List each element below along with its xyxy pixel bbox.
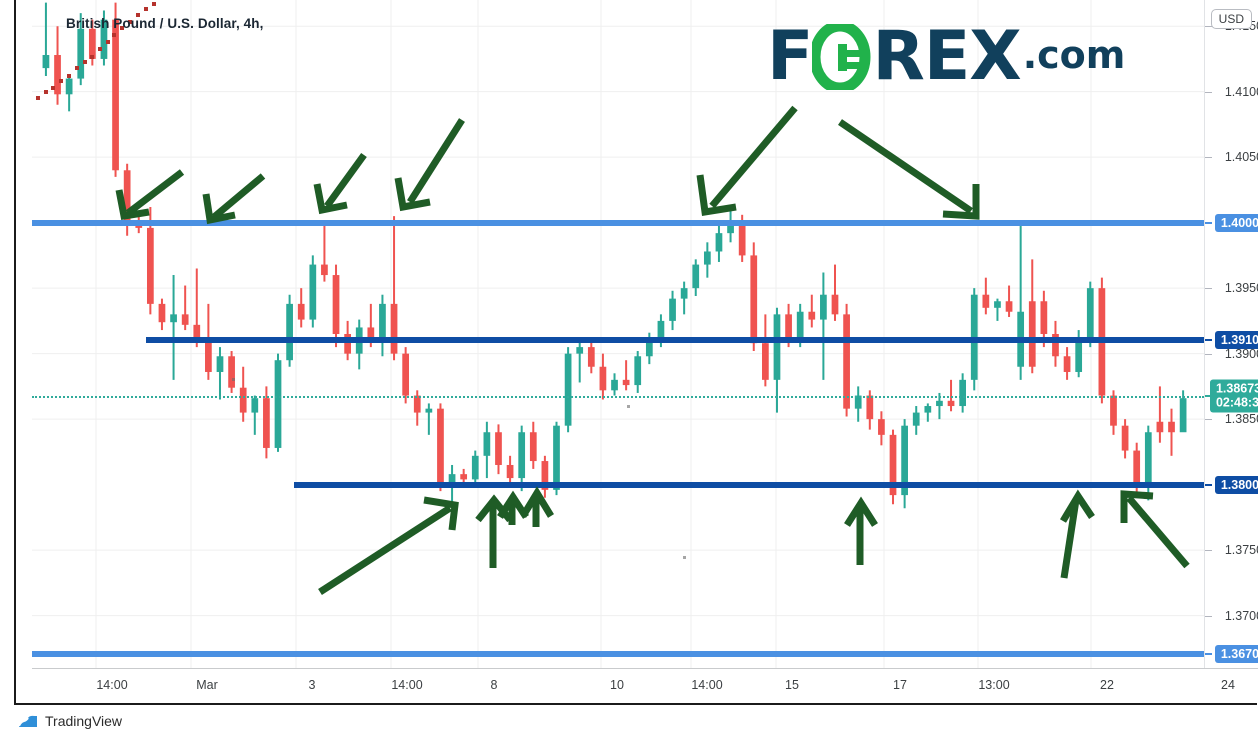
price-tick-label: 1.39500 xyxy=(1224,281,1258,296)
logo-letters-rex: REX xyxy=(872,17,1021,96)
price-tick-mark xyxy=(1205,157,1212,159)
up-arrow-5 xyxy=(844,496,878,565)
up-arrow-4 xyxy=(520,486,554,527)
logo-dotcom: .com xyxy=(1022,33,1126,77)
parabolic-sar-dots xyxy=(36,2,686,559)
current-price-line[interactable] xyxy=(32,396,1204,399)
time-tick-label: 13:00 xyxy=(978,678,1010,692)
price-label-value: 1.36708 xyxy=(1220,646,1258,661)
price-label-connector xyxy=(1205,395,1212,398)
price-label-1-38000[interactable]: 1.38000 xyxy=(1214,475,1258,494)
grid-lines xyxy=(32,0,1204,668)
time-tick-label: 14:00 xyxy=(691,678,723,692)
price-label-value: 1.39105 xyxy=(1220,332,1258,347)
chart-plot-area[interactable]: British Pound / U.S. Dollar, 4h, F REX .… xyxy=(32,0,1204,668)
up-arrow-6 xyxy=(1059,489,1095,579)
price-label-value: 1.38673 xyxy=(1215,381,1258,396)
price-label-connector xyxy=(1205,221,1212,224)
price-tick-mark xyxy=(1205,615,1212,617)
chart-frame: British Pound / U.S. Dollar, 4h, F REX .… xyxy=(14,0,1258,705)
price-tick-mark xyxy=(1205,353,1212,355)
currency-badge[interactable]: USD xyxy=(1210,9,1252,29)
time-tick-label: 3 xyxy=(308,678,316,692)
price-tick-label: 1.39000 xyxy=(1224,346,1258,361)
tradingview-watermark: TradingView xyxy=(18,713,122,729)
price-tick-label: 1.41000 xyxy=(1224,84,1258,99)
up-arrow-3 xyxy=(497,490,529,525)
up-arrow-7 xyxy=(1120,490,1190,569)
forex-com-logo: F REX .com xyxy=(767,17,1126,96)
down-arrow-3 xyxy=(313,152,367,215)
time-tick-label: Mar xyxy=(196,678,218,692)
price-label-1-39105[interactable]: 1.39105 xyxy=(1214,330,1258,349)
time-tick-label: 15 xyxy=(785,678,799,692)
price-tick-mark xyxy=(1205,288,1212,290)
price-label-1-36708[interactable]: 1.36708 xyxy=(1214,644,1258,663)
time-tick-label: 14:00 xyxy=(391,678,423,692)
price-label-connector xyxy=(1205,652,1212,655)
price-label-connector xyxy=(1205,338,1212,341)
time-tick-label: 17 xyxy=(893,678,907,692)
price-axis[interactable]: 1.415001.410001.405001.395001.390001.385… xyxy=(1204,0,1258,668)
countdown-timer: 02:48:37 xyxy=(1215,395,1258,410)
symbol-legend-title: British Pound / U.S. Dollar, 4h, xyxy=(66,16,264,31)
down-arrow-6 xyxy=(838,119,980,220)
price-tick-mark xyxy=(1205,26,1212,28)
midline-1-39105[interactable] xyxy=(146,336,1204,343)
price-tick-label: 1.37500 xyxy=(1224,543,1258,558)
time-tick-label: 10 xyxy=(610,678,624,692)
price-tick-label: 1.38500 xyxy=(1224,412,1258,427)
logo-euro-o-icon xyxy=(809,20,872,94)
time-tick-label: 24 xyxy=(1221,678,1235,692)
price-tick-label: 1.37000 xyxy=(1224,608,1258,623)
up-arrow-1 xyxy=(318,496,459,595)
price-label-connector xyxy=(1205,483,1212,486)
down-arrow-5 xyxy=(696,105,798,217)
down-arrow-1 xyxy=(115,169,185,220)
time-tick-label: 14:00 xyxy=(96,678,128,692)
tradingview-label: TradingView xyxy=(45,713,123,729)
down-arrow-2 xyxy=(202,173,266,225)
price-label-value: 1.40000 xyxy=(1220,215,1258,230)
price-label-value: 1.38000 xyxy=(1220,477,1258,492)
support-1-38000[interactable] xyxy=(294,481,1204,488)
price-label-1-40000[interactable]: 1.40000 xyxy=(1214,213,1258,232)
price-tick-label: 1.40500 xyxy=(1224,150,1258,165)
annotation-arrows xyxy=(115,105,1190,595)
tradingview-logo-icon xyxy=(18,715,37,727)
time-axis[interactable]: 14:00 Mar 3 14:00 8 10 14:00 15 17 13:00 22 24 xyxy=(32,668,1258,705)
price-tick-mark xyxy=(1205,419,1212,421)
time-tick-label: 8 xyxy=(490,678,498,692)
lower-1-36708[interactable] xyxy=(32,650,1204,657)
down-arrow-4 xyxy=(394,118,465,212)
price-tick-mark xyxy=(1205,550,1212,552)
price-tick-mark xyxy=(1205,91,1212,93)
logo-letter-f: F xyxy=(767,17,813,96)
time-tick-label: 22 xyxy=(1100,678,1114,692)
resistance-1-40000[interactable] xyxy=(32,219,1204,226)
